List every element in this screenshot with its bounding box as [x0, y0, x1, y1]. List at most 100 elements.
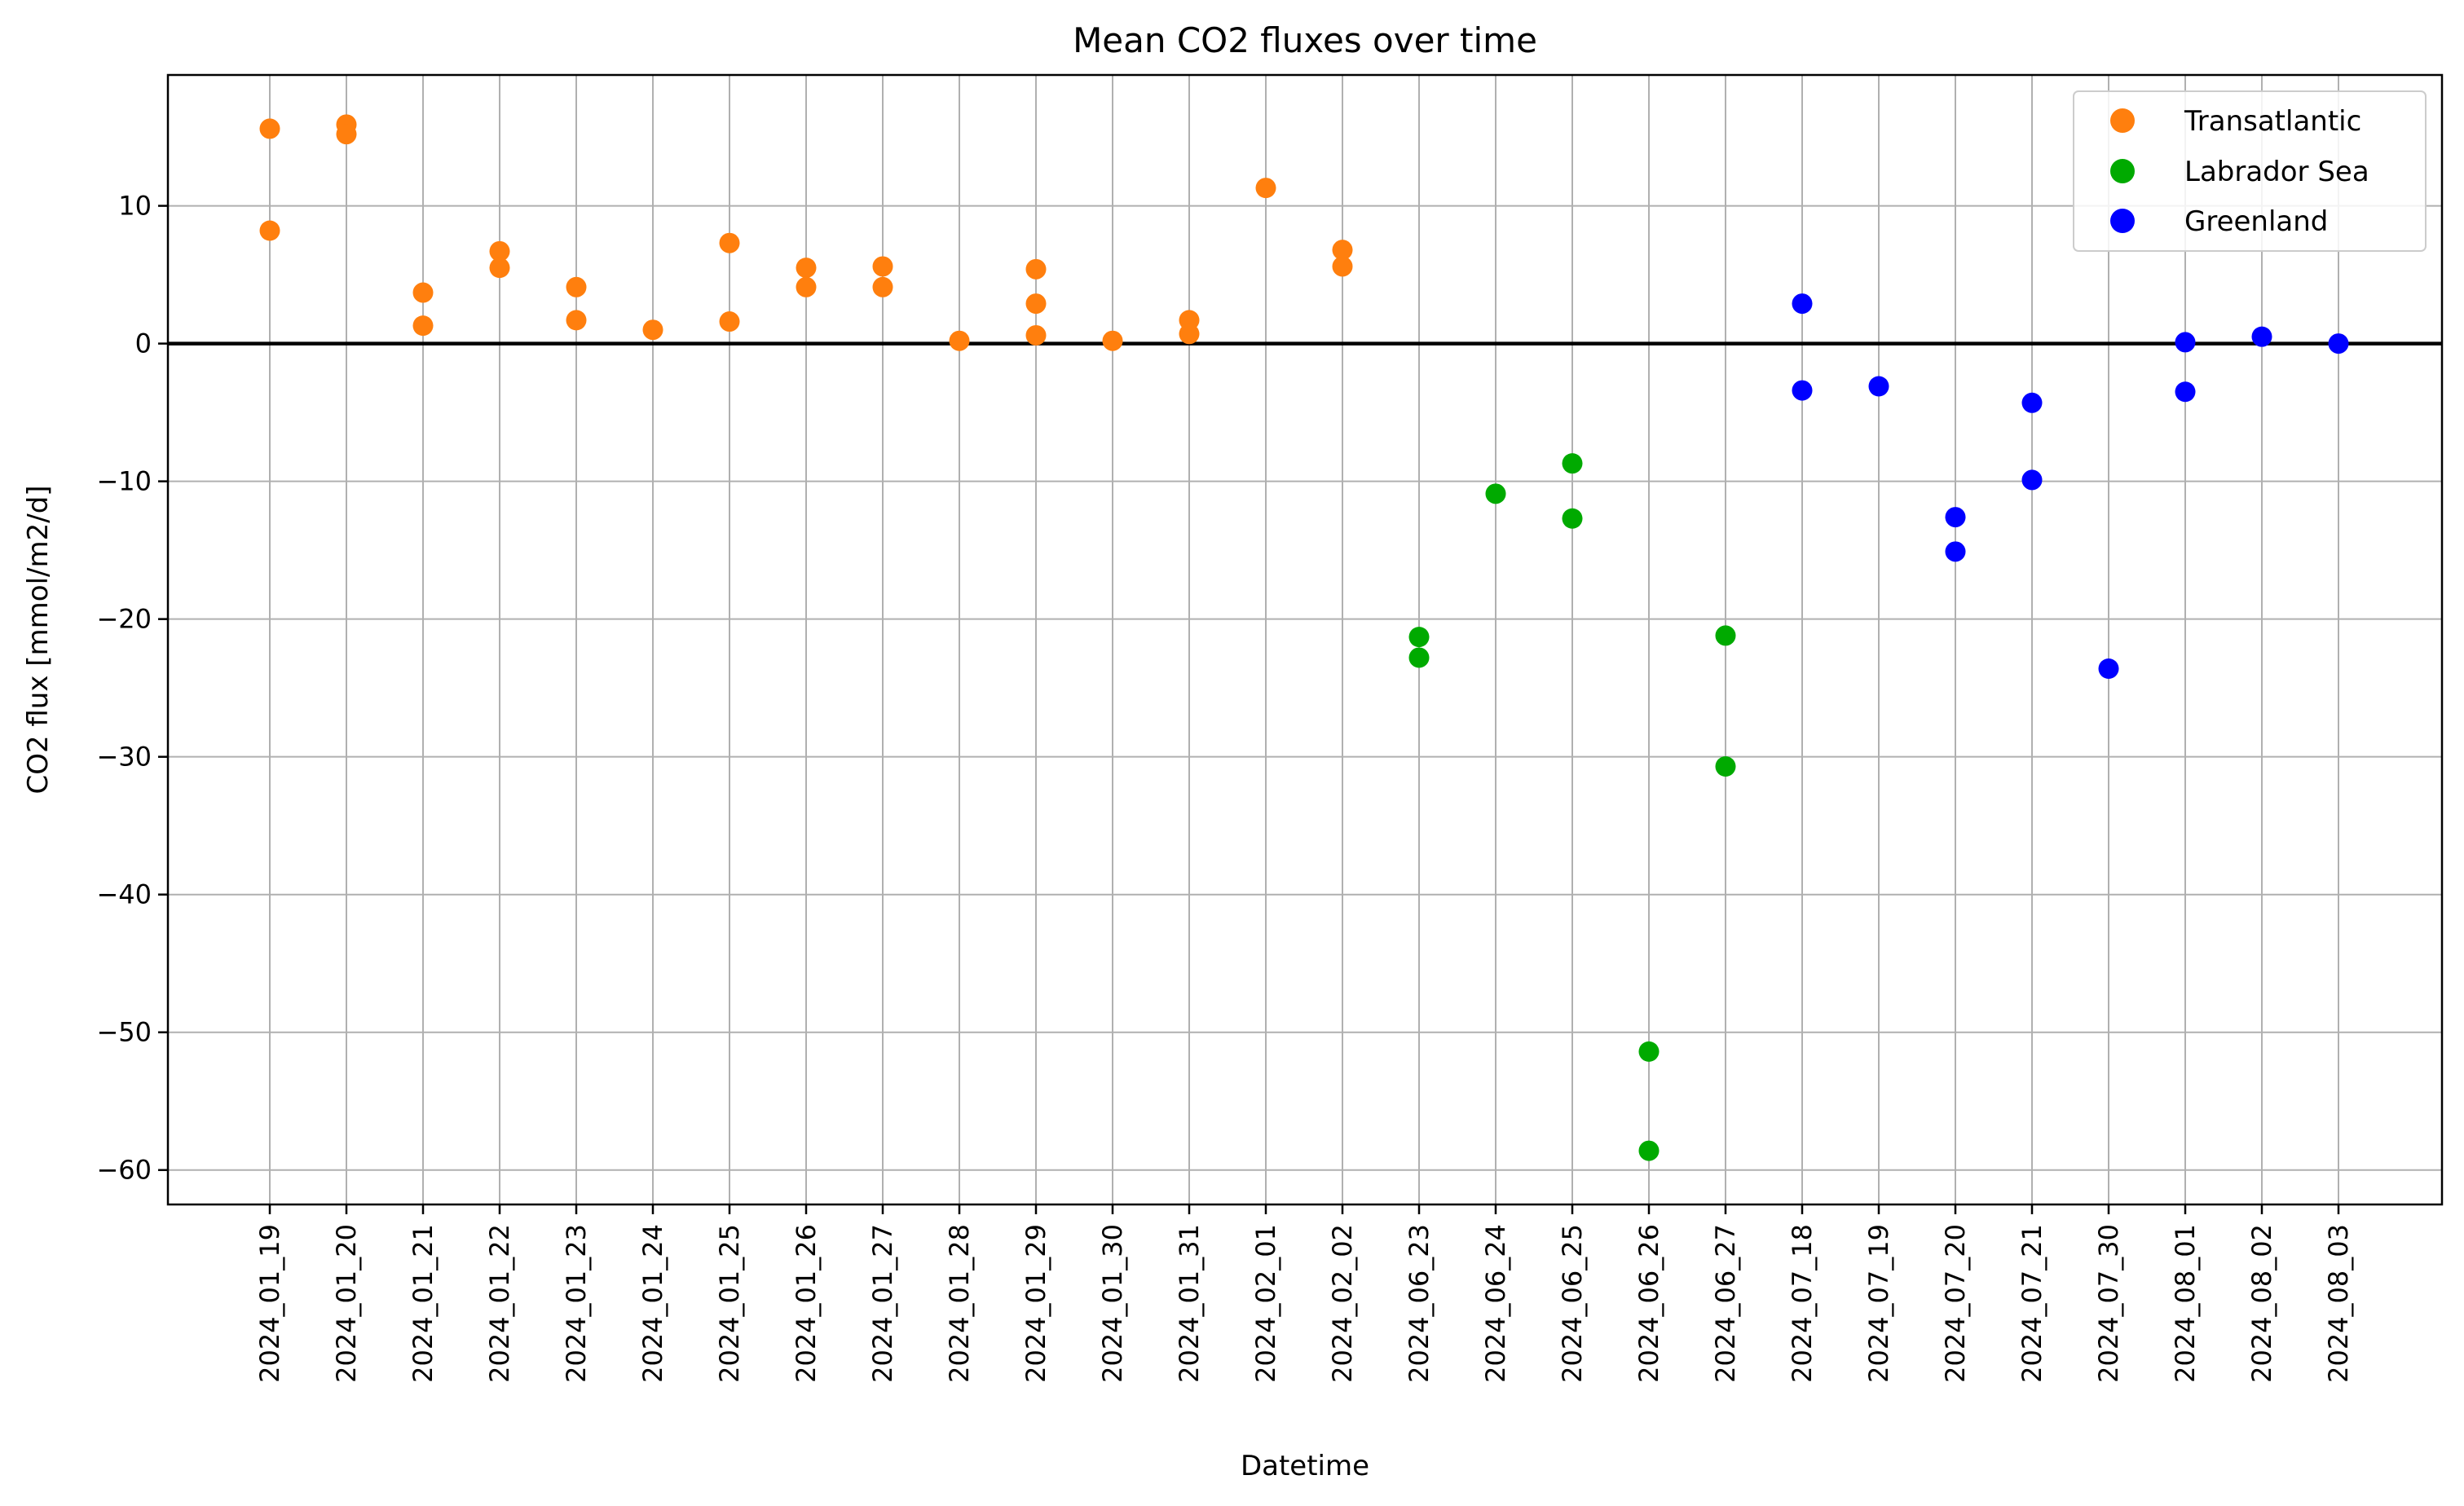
data-point-transatlantic	[259, 220, 280, 241]
data-point-transatlantic	[1025, 258, 1047, 280]
x-tick-label: 2024_06_24	[1480, 1224, 1511, 1383]
x-tick-label: 2024_06_27	[1710, 1224, 1741, 1383]
data-point-greenland	[1792, 293, 1813, 315]
data-point-labrador-sea	[1638, 1140, 1660, 1161]
data-point-transatlantic	[949, 330, 970, 351]
data-point-greenland	[2328, 333, 2349, 354]
x-tick-label: 2024_01_25	[714, 1224, 745, 1383]
data-point-labrador-sea	[1562, 453, 1583, 474]
legend-box	[2073, 90, 2427, 252]
legend-label-labrador-sea: Labrador Sea	[2184, 156, 2369, 188]
x-tick-label: 2024_01_24	[637, 1224, 668, 1383]
data-point-transatlantic	[642, 319, 663, 341]
y-axis-label: CO2 flux [mmol/m2/d]	[22, 485, 55, 794]
x-tick-label: 2024_08_02	[2246, 1224, 2277, 1383]
data-point-greenland	[2021, 469, 2043, 491]
grid-lines	[168, 75, 2442, 1204]
x-tick-label: 2024_07_30	[2093, 1224, 2124, 1383]
data-point-transatlantic	[412, 315, 434, 337]
data-point-transatlantic	[566, 276, 587, 297]
data-point-labrador-sea	[1562, 508, 1583, 529]
data-point-transatlantic	[489, 258, 510, 279]
x-tick-label: 2024_07_19	[1863, 1224, 1894, 1383]
x-tick-label: 2024_01_28	[944, 1224, 975, 1383]
data-point-transatlantic	[719, 311, 740, 332]
data-point-transatlantic	[1332, 240, 1353, 261]
x-tick-label: 2024_01_22	[484, 1224, 515, 1383]
data-point-greenland	[2175, 381, 2196, 403]
x-tick-label: 2024_08_01	[2170, 1224, 2201, 1383]
legend-marker-transatlantic	[2110, 108, 2135, 133]
x-tick-label: 2024_06_26	[1633, 1224, 1664, 1383]
y-tick-label: −50	[96, 1017, 152, 1048]
data-point-transatlantic	[566, 310, 587, 331]
y-tick-label: 10	[118, 191, 152, 222]
y-tick-label: −20	[96, 604, 152, 635]
y-axis-ticks: 10 0 −10 −20 −30 −40 −50 −60	[96, 191, 168, 1186]
y-tick-label: −30	[96, 742, 152, 773]
data-point-greenland	[2098, 658, 2119, 679]
x-tick-label: 2024_01_27	[867, 1224, 898, 1383]
data-point-greenland	[2251, 326, 2272, 347]
data-point-labrador-sea	[1408, 627, 1430, 648]
data-point-transatlantic	[719, 232, 740, 253]
data-point-labrador-sea	[1715, 756, 1736, 777]
legend-label-transatlantic: Transatlantic	[2184, 105, 2361, 138]
data-point-transatlantic	[1255, 178, 1276, 199]
y-tick-label: 0	[135, 328, 152, 359]
x-tick-label: 2024_01_20	[331, 1224, 362, 1383]
data-point-labrador-sea	[1408, 647, 1430, 668]
x-tick-label: 2024_02_02	[1327, 1224, 1358, 1383]
y-tick-label: −10	[96, 466, 152, 497]
x-tick-label: 2024_06_25	[1557, 1224, 1588, 1383]
data-point-labrador-sea	[1715, 625, 1736, 646]
data-point-greenland	[2021, 392, 2043, 413]
legend-label-greenland: Greenland	[2184, 205, 2328, 238]
x-tick-label: 2024_01_19	[254, 1224, 285, 1383]
data-point-transatlantic	[796, 276, 817, 297]
data-point-labrador-sea	[1638, 1041, 1660, 1062]
data-point-transatlantic	[872, 256, 893, 277]
data-point-transatlantic	[259, 118, 280, 139]
x-tick-label: 2024_07_21	[2017, 1224, 2047, 1383]
x-tick-label: 2024_01_31	[1174, 1224, 1205, 1383]
y-tick-label: −60	[96, 1155, 152, 1186]
data-point-transatlantic	[1332, 256, 1353, 277]
x-tick-label: 2024_01_26	[791, 1224, 822, 1383]
x-tick-label: 2024_08_03	[2323, 1224, 2354, 1383]
data-point-transatlantic	[872, 276, 893, 297]
data-point-transatlantic	[336, 124, 357, 145]
data-point-greenland	[1945, 541, 1966, 562]
x-tick-label: 2024_01_23	[561, 1224, 592, 1383]
x-tick-label: 2024_01_30	[1097, 1224, 1128, 1383]
legend: Transatlantic Labrador Sea Greenland	[2073, 90, 2427, 252]
x-tick-label: 2024_02_01	[1250, 1224, 1281, 1383]
data-point-greenland	[1792, 380, 1813, 401]
x-axis-label: Datetime	[1241, 1450, 1369, 1482]
chart-title: Mean CO2 fluxes over time	[1073, 20, 1537, 60]
legend-marker-labrador-sea	[2110, 159, 2135, 183]
data-point-greenland	[1945, 507, 1966, 528]
data-point-transatlantic	[1179, 324, 1200, 345]
x-tick-label: 2024_07_20	[1940, 1224, 1971, 1383]
data-point-greenland	[2175, 332, 2196, 353]
data-point-transatlantic	[489, 240, 510, 262]
data-point-transatlantic	[412, 282, 434, 303]
data-point-labrador-sea	[1485, 483, 1506, 504]
y-tick-label: −40	[96, 879, 152, 910]
data-point-transatlantic	[1025, 324, 1047, 346]
x-tick-label: 2024_06_23	[1404, 1224, 1435, 1383]
data-point-greenland	[1868, 376, 1889, 397]
data-point-transatlantic	[796, 258, 817, 279]
data-point-transatlantic	[1102, 330, 1123, 351]
data-point-transatlantic	[1025, 293, 1047, 315]
x-tick-label: 2024_01_21	[408, 1224, 439, 1383]
plot-frame	[166, 73, 2444, 1206]
x-axis-ticks: 2024_01_19 2024_01_20 2024_01_21 2024_01_22…	[254, 1204, 2354, 1383]
data-points	[259, 114, 2349, 1161]
legend-marker-greenland	[2110, 209, 2135, 233]
x-tick-label: 2024_01_29	[1020, 1224, 1051, 1383]
x-tick-label: 2024_07_18	[1787, 1224, 1818, 1383]
